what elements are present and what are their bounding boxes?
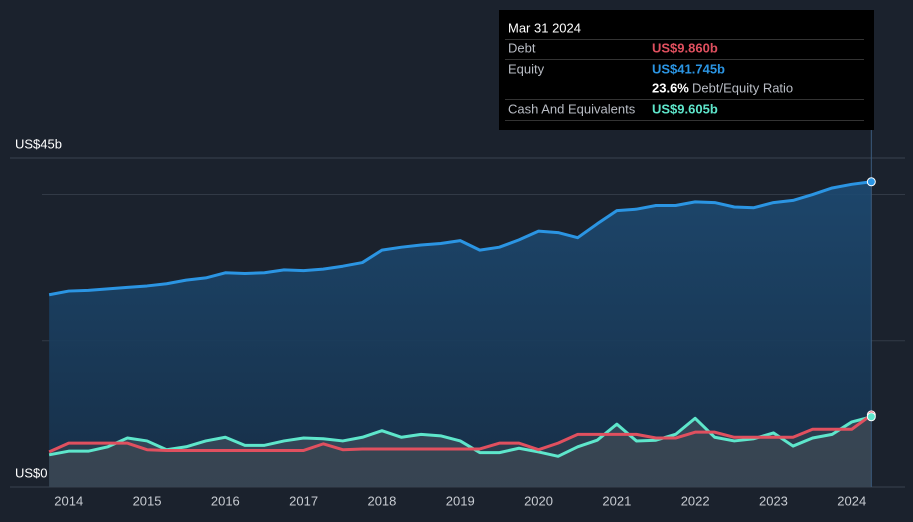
tooltip-ratio-label: Debt/Equity Ratio (692, 80, 793, 95)
series-line (48, 413, 873, 454)
series-line (48, 415, 872, 458)
x-tick-label: 2015 (133, 493, 162, 508)
x-tick-label: 2021 (602, 493, 631, 508)
tooltip-label: Cash And Equivalents (508, 101, 636, 116)
x-tick-label: 2018 (367, 493, 396, 508)
x-tick-label: 2019 (446, 493, 475, 508)
tooltip-label: Equity (508, 61, 545, 76)
tooltip-date: Mar 31 2024 (508, 20, 581, 35)
x-tick-label: 2016 (211, 493, 240, 508)
x-tick-label: 2017 (289, 493, 318, 508)
tooltip-label: Debt (508, 40, 536, 55)
area (49, 414, 872, 487)
tooltip-value: US$41.745b (652, 61, 725, 76)
x-tick-label: 2020 (524, 493, 553, 508)
x-tick-label: 2022 (681, 493, 710, 508)
y-tick-label: US$45b (15, 136, 62, 151)
x-tick-label: 2014 (54, 493, 83, 508)
x-tick-label: 2023 (759, 493, 788, 508)
series-line (48, 180, 872, 297)
tooltip-ratio: 23.6% (652, 80, 689, 95)
tooltip-value: US$9.860b (652, 40, 718, 55)
end-point (866, 412, 876, 422)
area (49, 181, 872, 487)
tooltip-value: US$9.605b (652, 101, 718, 116)
tooltip: Mar 31 2024 Debt US$9.860b Equity US$41.… (499, 10, 874, 130)
end-point (866, 177, 876, 187)
tooltip-box (499, 10, 874, 130)
plot-area: US$0 US$45b 2014 2015 2016 2017 2018 2019 2020 20… (10, 130, 905, 508)
y-tick-label: US$0 (15, 465, 48, 480)
x-tick-label: 2024 (837, 493, 866, 508)
